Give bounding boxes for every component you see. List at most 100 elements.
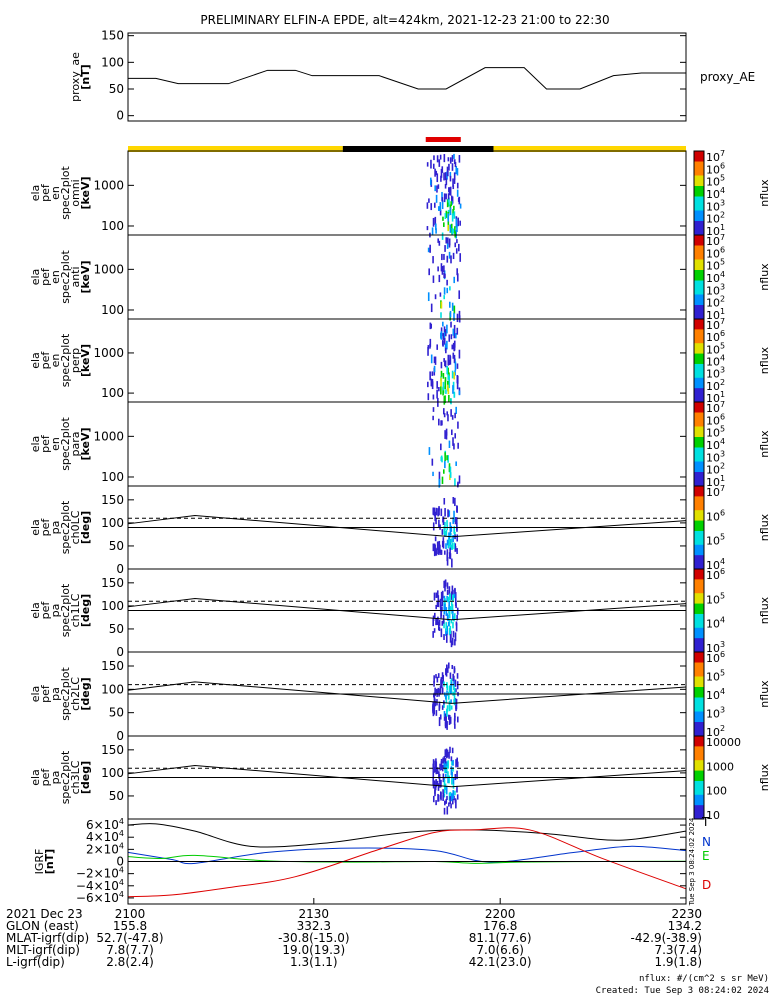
y-tick-label: −2×104 — [76, 866, 124, 881]
heatmap-cell — [433, 708, 435, 715]
y-axis-label-line: ela — [29, 686, 42, 703]
heatmap-pa_ch0 — [432, 497, 459, 568]
heatmap-cell — [433, 628, 436, 633]
heatmap-cell — [450, 195, 453, 204]
heatmap-cell — [441, 672, 444, 680]
y-tick-label: 100 — [101, 516, 124, 530]
heatmap-cell — [443, 756, 446, 763]
colorbar-segment — [694, 447, 704, 452]
y-axis-label-line: spec2plot — [59, 583, 72, 637]
heatmap-cell — [436, 780, 439, 786]
heatmap-cell — [450, 334, 453, 340]
y-axis-label-line: perp — [69, 348, 82, 373]
heatmap-cell — [444, 582, 446, 592]
y-tick-label: −4×104 — [76, 878, 124, 893]
y-tick-label: 100 — [101, 55, 124, 69]
heatmap-cell — [451, 155, 454, 162]
y-axis-label-line: ela — [29, 519, 42, 536]
colorbar-tick-label: 106 — [706, 329, 725, 344]
loss-cone-line — [127, 681, 687, 704]
heatmap-cell — [448, 532, 450, 538]
heatmap-cell — [444, 717, 447, 727]
heatmap-cell — [439, 209, 442, 216]
heatmap-cell — [432, 217, 435, 227]
colorbar-tick-label: 101 — [706, 390, 725, 405]
x-row-value: 134.2 — [668, 919, 702, 933]
heatmap-cell — [449, 286, 451, 291]
y-axis-label-line: ch1LC — [69, 593, 82, 627]
heatmap-cell — [443, 358, 445, 363]
heatmap-cell — [453, 693, 456, 701]
colorbar-segment — [694, 377, 704, 382]
y-tick-label: 100 — [101, 470, 124, 484]
heatmap-cell — [449, 746, 451, 753]
heatmap-cell — [441, 597, 444, 607]
colorbar-title-text: nflux — [758, 263, 771, 291]
colorbar-segment — [694, 454, 704, 459]
series-line-N — [127, 845, 687, 865]
colorbar-title: nflux — [758, 596, 771, 624]
heatmap-cell — [447, 760, 449, 769]
heatmap-cell — [456, 757, 459, 766]
heatmap-cell — [443, 807, 446, 815]
series-line-T — [127, 823, 687, 848]
heatmap-pa_ch1 — [432, 579, 459, 648]
heatmap-cell — [434, 787, 436, 797]
heatmap-cell — [440, 608, 443, 617]
heatmap-cell — [444, 508, 446, 517]
heatmap-cell — [452, 178, 454, 187]
heatmap-cell — [441, 620, 444, 626]
colorbar-segment — [694, 791, 704, 796]
heatmap-cell — [448, 381, 451, 389]
colorbar-segment — [694, 603, 704, 608]
colorbar-segment — [694, 666, 704, 670]
heatmap-cell — [449, 354, 451, 363]
heatmap-cell — [456, 794, 459, 800]
colorbar-segment — [694, 680, 704, 684]
heatmap-cell — [448, 539, 451, 547]
heatmap-cell — [449, 672, 452, 679]
heatmap-cell — [455, 218, 458, 228]
heatmap-cell — [442, 516, 444, 523]
heatmap-cell — [446, 243, 449, 249]
heatmap-cell — [441, 191, 443, 201]
colorbar-tick-label: 106 — [706, 245, 725, 260]
heatmap-cell — [456, 785, 458, 793]
heatmap-cell — [444, 343, 447, 352]
heatmap-cell — [444, 172, 447, 181]
heatmap-cell — [455, 698, 458, 705]
heatmap-cell — [455, 517, 458, 525]
colorbar-segment — [694, 787, 704, 792]
colorbar-segment — [694, 736, 704, 740]
heatmap-cell — [443, 326, 446, 336]
heatmap-cell — [452, 497, 455, 504]
heatmap-cell — [448, 685, 451, 692]
heatmap-cell — [441, 540, 444, 548]
x-annotation-row: 2021 Dec 23 2100 2130 2200 2230 — [6, 907, 702, 921]
heatmap-cell — [438, 274, 441, 283]
heatmap-en_omni — [426, 153, 462, 240]
heatmap-cell — [454, 433, 456, 439]
heatmap-cell — [449, 472, 452, 478]
heatmap-cell — [454, 723, 456, 729]
y-tick-label: 1000 — [93, 178, 124, 192]
heatmap-cell — [453, 684, 455, 691]
heatmap-cell — [445, 766, 448, 772]
legend-entry-N: N — [702, 835, 711, 849]
colorbar-segment — [694, 513, 704, 518]
colorbar-segment — [694, 224, 704, 229]
heatmap-cell — [432, 407, 435, 412]
y-axis-label-line: para — [69, 432, 82, 457]
heatmap-cell — [451, 637, 454, 644]
colorbar-segment — [694, 548, 704, 553]
colorbar-segment — [694, 186, 704, 190]
colorbar-segment — [694, 440, 704, 445]
y-axis-label-line: pef — [39, 768, 52, 787]
y-tick-label: 50 — [109, 622, 124, 636]
heatmap-cell — [450, 756, 453, 762]
colorbar-segment — [694, 451, 704, 455]
heatmap-cell — [453, 687, 456, 695]
y-axis-label-line: ch0LC — [69, 510, 82, 544]
y-axis-label-line: pa — [49, 771, 62, 785]
x-annotation-row: GLON (east) 155.8 332.3 176.8 134.2 — [6, 919, 702, 933]
